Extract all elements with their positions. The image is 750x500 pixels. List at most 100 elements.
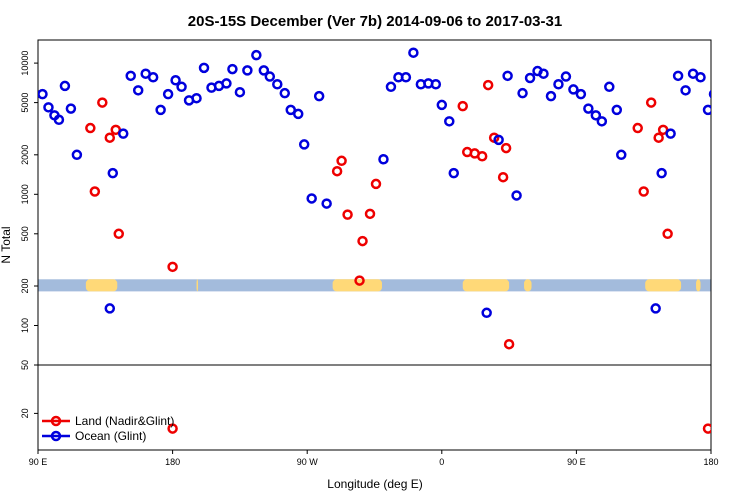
x-axis-title: Longitude (deg E) (327, 477, 422, 491)
ocean-point (132, 85, 144, 96)
land-mask-segment (332, 279, 382, 292)
land-point (342, 209, 353, 220)
land-mask-segment (85, 279, 118, 292)
land-point (364, 208, 376, 220)
ocean-point (430, 78, 442, 90)
land-point (503, 338, 515, 350)
land-point (97, 97, 108, 108)
ocean-point (117, 128, 129, 139)
land-point (653, 132, 664, 143)
y-tick-label: 200 (20, 278, 30, 293)
ocean-point (198, 62, 210, 74)
ocean-point (650, 303, 661, 314)
land-point (500, 142, 512, 154)
ocean-point (285, 104, 296, 116)
land-point (702, 423, 711, 434)
ocean-point (378, 154, 389, 165)
ocean-point (538, 68, 549, 79)
land-point (638, 186, 649, 197)
ocean-point (656, 167, 667, 179)
ocean-point (502, 70, 513, 82)
y-tick-label: 1000 (20, 184, 30, 204)
land-point (662, 228, 673, 240)
ocean-point (553, 78, 564, 90)
ocean-point (590, 110, 602, 121)
ocean-point (162, 88, 174, 100)
ocean-point (38, 88, 48, 100)
ocean-point (385, 81, 397, 93)
ocean-point (672, 70, 684, 82)
y-axis-title: N Total (0, 226, 13, 263)
land-point (89, 186, 101, 197)
ocean-point (575, 88, 587, 100)
ocean-point (107, 167, 119, 179)
ocean-point (408, 47, 419, 58)
land-ocean-mask (38, 279, 711, 292)
ocean-point (242, 65, 253, 76)
ocean-point (43, 102, 54, 113)
ocean-point (298, 139, 310, 150)
land-point (167, 261, 178, 273)
ocean-point (264, 71, 276, 82)
ocean-point (616, 149, 627, 161)
chart-title: 20S-15S December (Ver 7b) 2014-09-06 to … (188, 13, 562, 30)
ocean-point (53, 114, 65, 126)
land-mask-segment (645, 279, 682, 292)
ocean-point (279, 87, 291, 99)
x-tick-label: 90 E (567, 457, 586, 467)
legend-ocean-label: Ocean (Glint) (75, 429, 146, 443)
land-point (357, 235, 368, 247)
x-axis: 90 E 180 90 W 0 90 E 180 (29, 450, 719, 467)
ocean-point (560, 71, 572, 82)
land-point (85, 122, 96, 134)
legend: Land (Nadir&Glint) Ocean (Glint) (42, 414, 174, 443)
land-point (476, 151, 488, 162)
ocean-point (59, 80, 71, 92)
x-tick-label: 90 W (297, 457, 319, 467)
y-tick-label: 5000 (20, 93, 30, 113)
y-tick-label: 50 (20, 360, 30, 370)
ocean-point (708, 89, 711, 99)
ocean-point (493, 134, 504, 146)
ocean-point (191, 92, 202, 104)
land-mask-segment (696, 279, 701, 292)
land-point (331, 165, 343, 177)
ocean-point (313, 90, 325, 102)
y-tick-label: 100 (20, 318, 30, 333)
ocean-point (71, 149, 83, 161)
land-mask-segment (196, 279, 199, 292)
land-mask-segment (524, 279, 532, 292)
land-point (457, 100, 468, 112)
y-axis: 20 50 100 200 500 1000 2000 5000 10000 (20, 51, 38, 418)
land-point (645, 97, 657, 108)
ocean-point (251, 49, 262, 61)
ocean-point (517, 87, 528, 99)
ocean-point (680, 85, 691, 96)
y-tick-label: 500 (20, 226, 30, 241)
ocean-point (170, 75, 181, 86)
ocean-point (147, 72, 159, 83)
land-point (113, 228, 125, 240)
land-mask-segment (462, 279, 510, 292)
ocean-point (665, 128, 676, 139)
land-point (497, 171, 509, 183)
ocean-point (258, 65, 270, 76)
ocean-point (272, 78, 283, 90)
ocean-point (596, 116, 608, 127)
ocean-point (568, 84, 579, 95)
ocean-point (583, 103, 594, 114)
land-point (370, 178, 382, 190)
land-point (632, 122, 643, 134)
land-point (167, 423, 178, 434)
ocean-point (702, 104, 711, 116)
legend-ocean-marker (50, 430, 62, 442)
x-tick-label: 180 (165, 457, 180, 467)
x-tick-label: 180 (703, 457, 718, 467)
ocean-point (321, 198, 332, 209)
ocean-point (545, 90, 557, 102)
ocean-point (65, 103, 77, 114)
ocean-point (306, 193, 317, 204)
ocean-point (448, 167, 460, 179)
ocean-point (400, 72, 412, 83)
ocean-point (444, 116, 455, 127)
